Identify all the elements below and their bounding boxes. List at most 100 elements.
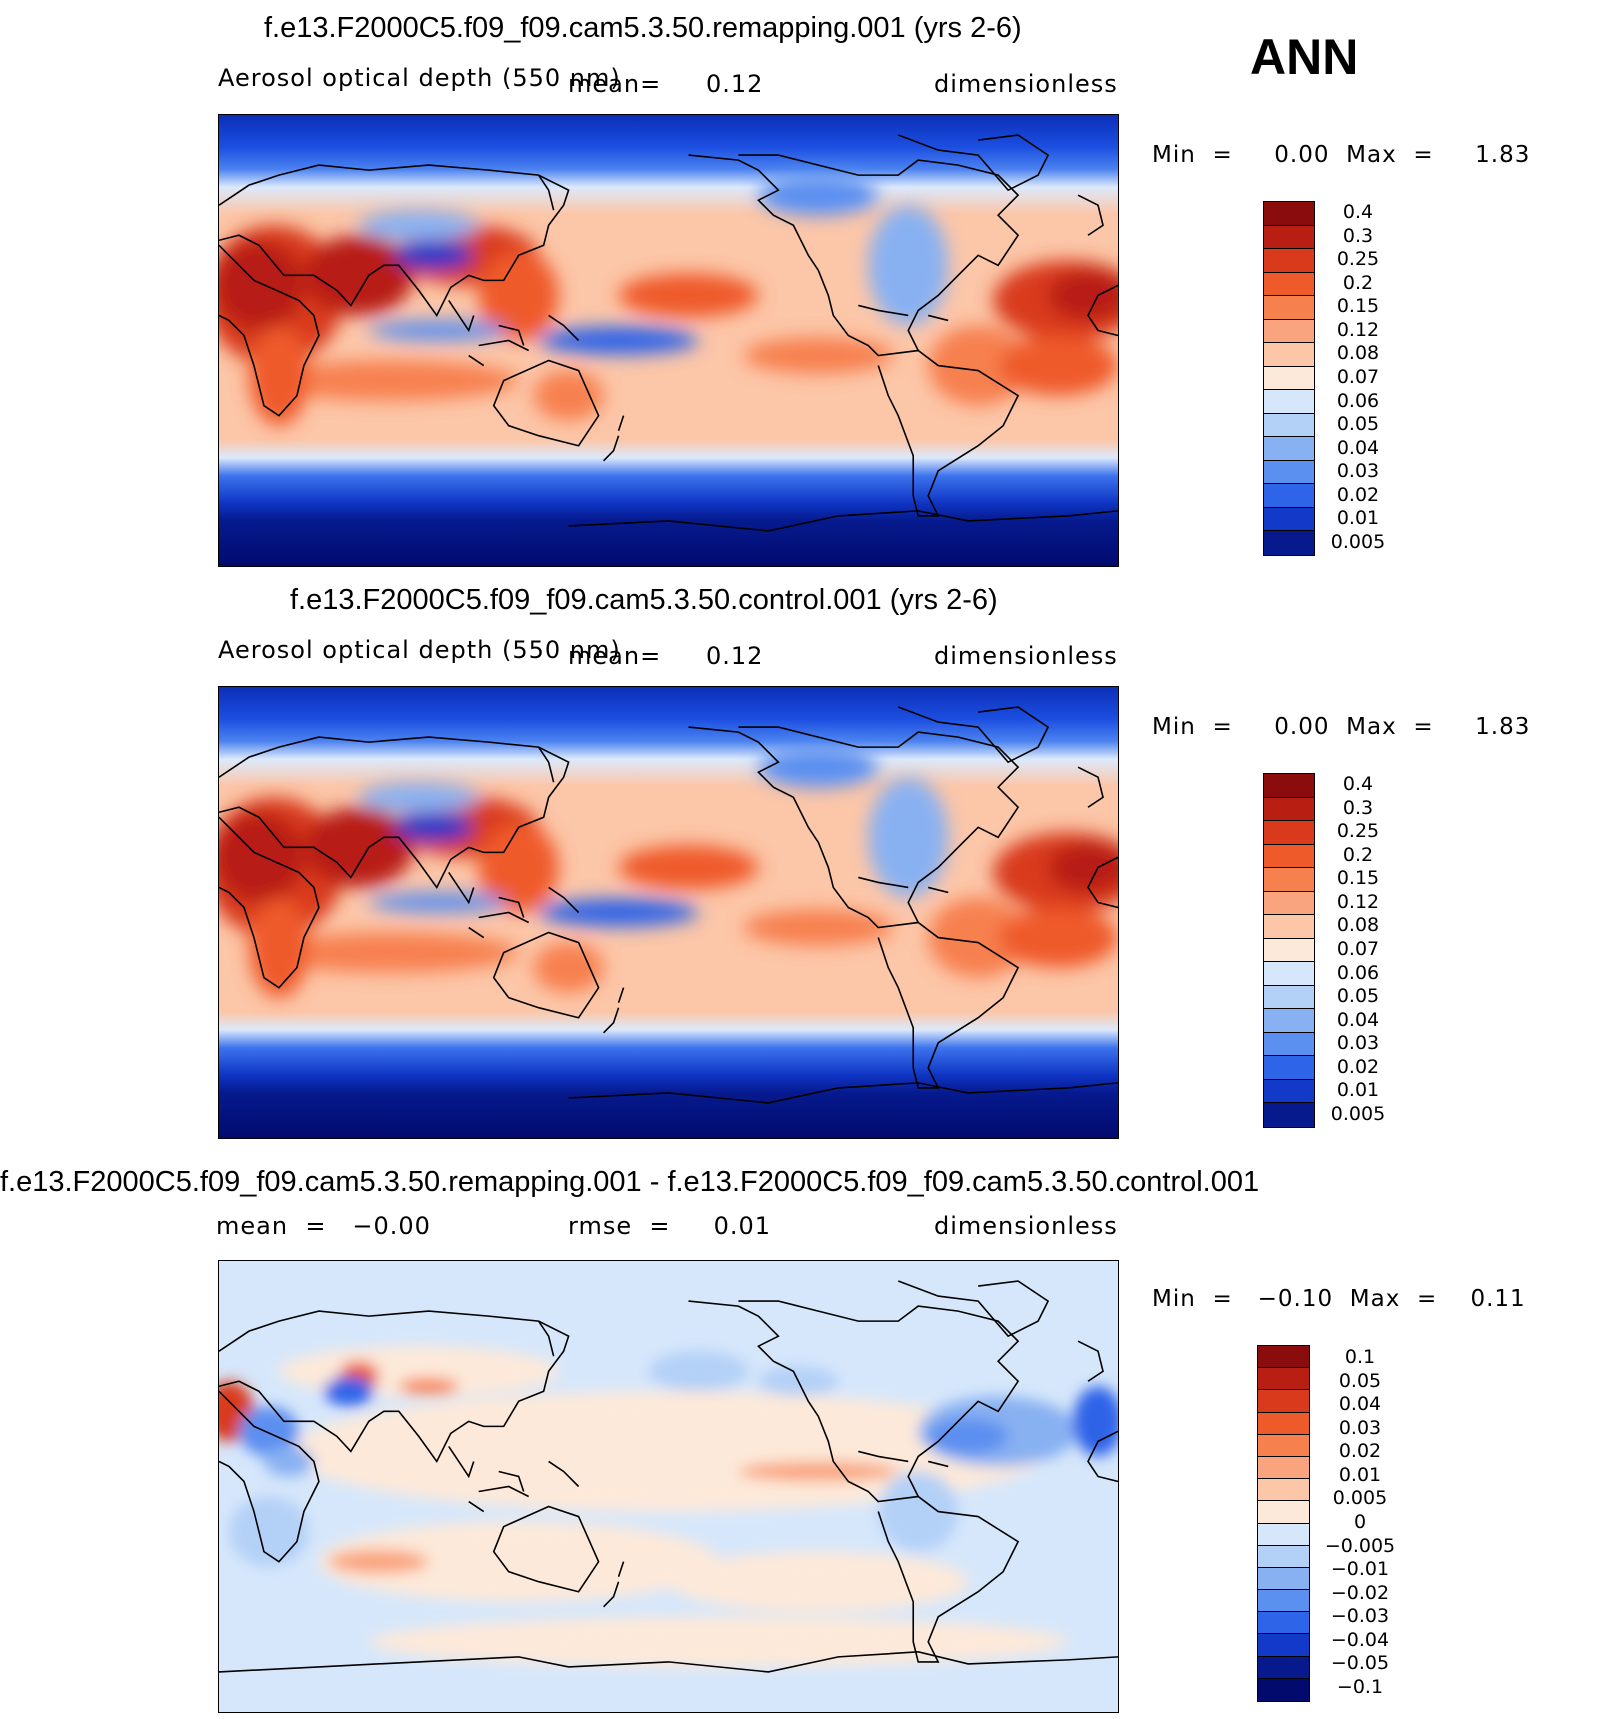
colorbar-tick-label: 0.08 [1336,914,1380,937]
colorbar-segment [1264,249,1314,273]
colorbar-segment [1264,413,1314,438]
panel-1-colorbar [1263,201,1315,556]
colorbar-tick-label: 0.02 [1336,483,1380,506]
panel-2-mean-label: mean= [568,642,662,670]
colorbar-tick-label: 0.06 [1336,961,1380,984]
colorbar-tick-label: 0.005 [1330,1103,1386,1125]
colorbar-segment [1264,985,1314,1010]
colorbar-tick-label: 0.03 [1336,460,1380,483]
colorbar-segment [1264,319,1314,344]
colorbar-tick-label: 0.01 [1338,1463,1382,1486]
colorbar-tick-label: −0.05 [1330,1652,1390,1675]
colorbar-segment [1264,962,1314,986]
colorbar-segment [1258,1612,1309,1635]
panel-3-colorbar-labels: 0.1 0.05 0.04 0.03 0.02 0.01 0.005 0 −0.005 −0.01… [1312,1346,1408,1698]
colorbar-tick-label: −0.1 [1336,1676,1384,1698]
colorbar-segment [1264,1056,1314,1080]
colorbar-segment [1264,202,1314,226]
colorbar-segment [1258,1368,1309,1391]
panel-3-units: dimensionless [934,1212,1118,1240]
colorbar-tick-label: 0.2 [1342,271,1374,294]
colorbar-tick-label: −0.005 [1324,1534,1396,1557]
panel-2-mean-value: 0.12 [706,642,764,670]
colorbar-segment [1258,1678,1309,1701]
colorbar-segment [1264,390,1314,414]
colorbar-tick-label: 0.25 [1336,248,1380,271]
colorbar-segment [1264,1103,1314,1127]
colorbar-segment [1264,507,1314,532]
panel-1-units: dimensionless [934,70,1118,98]
panel-1-mean-label: mean= [568,70,662,98]
panel-3-title: f.e13.F2000C5.f09_f09.cam5.3.50.remappin… [0,1166,1260,1198]
colorbar-segment [1264,915,1314,939]
season-label: ANN [1250,29,1359,85]
colorbar-tick-label: 0.04 [1336,1008,1380,1031]
colorbar-tick-label: 0.07 [1336,366,1380,388]
colorbar-segment [1258,1634,1309,1657]
panel-1-mean-value: 0.12 [706,70,764,98]
colorbar-tick-label: 0.15 [1336,295,1380,318]
colorbar-segment [1258,1545,1309,1568]
colorbar-segment [1264,343,1314,367]
colorbar-tick-label: 0.07 [1336,938,1380,960]
colorbar-tick-label: 0.02 [1338,1440,1382,1463]
colorbar-segment [1258,1567,1309,1591]
colorbar-segment [1264,891,1314,916]
colorbar-tick-label: 0.3 [1342,796,1374,819]
colorbar-segment [1264,272,1314,297]
colorbar-segment [1264,437,1314,461]
colorbar-tick-label: −0.01 [1330,1558,1390,1581]
panel-1-variable: Aerosol optical depth (550 nm) [218,64,621,92]
colorbar-tick-label: 0.12 [1336,890,1380,913]
colorbar-tick-label: 0.15 [1336,867,1380,890]
colorbar-tick-label: 0.4 [1342,201,1374,223]
colorbar-tick-label: 0.12 [1336,318,1380,341]
colorbar-tick-label: 0.03 [1338,1416,1382,1439]
colorbar-segment [1264,366,1314,391]
panel-1-map [218,114,1119,567]
colorbar-tick-label: 0.05 [1336,413,1380,436]
colorbar-segment [1258,1456,1309,1480]
panel-1-colorbar-labels: 0.4 0.3 0.25 0.2 0.15 0.12 0.08 0.07 0.06 0.05 0.0… [1318,201,1398,553]
colorbar-tick-label: 0.08 [1336,342,1380,365]
colorbar-segment [1264,1032,1314,1057]
colorbar-tick-label: 0.04 [1336,436,1380,459]
colorbar-segment [1264,1009,1314,1033]
panel-2-title: f.e13.F2000C5.f09_f09.cam5.3.50.control.… [290,584,998,616]
colorbar-segment [1264,844,1314,869]
colorbar-tick-label: −0.03 [1330,1605,1390,1628]
colorbar-segment [1264,797,1314,822]
panel-2-map [218,686,1119,1139]
colorbar-tick-label: 0.1 [1344,1346,1376,1368]
colorbar-tick-label: 0.01 [1336,507,1380,530]
panel-2-colorbar-labels: 0.4 0.3 0.25 0.2 0.15 0.12 0.08 0.07 0.06 0.05 0.0… [1318,773,1398,1125]
colorbar-segment [1258,1501,1309,1524]
colorbar-segment [1258,1434,1309,1457]
panel-1-min-max: Min = 0.00 Max = 1.83 [1152,142,1531,168]
colorbar-segment [1264,460,1314,485]
colorbar-tick-label: 0.005 [1332,1487,1388,1510]
colorbar-segment [1258,1523,1309,1546]
panel-3-map-svg [219,1261,1118,1712]
colorbar-segment [1264,296,1314,320]
colorbar-segment [1264,821,1314,845]
colorbar-segment [1258,1590,1309,1613]
colorbar-segment [1258,1346,1309,1369]
colorbar-tick-label: 0.04 [1338,1393,1382,1416]
colorbar-segment [1258,1479,1309,1502]
colorbar-tick-label: 0.25 [1336,820,1380,843]
colorbar-tick-label: 0.06 [1336,389,1380,412]
panel-2-colorbar [1263,773,1315,1128]
panel-3-min-max: Min = −0.10 Max = 0.11 [1152,1286,1526,1312]
colorbar-tick-label: −0.04 [1330,1628,1390,1651]
colorbar-segment [1264,868,1314,892]
panel-2-units: dimensionless [934,642,1118,670]
colorbar-tick-label: 0 [1353,1511,1367,1533]
colorbar-tick-label: −0.02 [1330,1581,1390,1604]
colorbar-tick-label: 0.3 [1342,224,1374,247]
colorbar-tick-label: 0.2 [1342,843,1374,866]
panel-1-title: f.e13.F2000C5.f09_f09.cam5.3.50.remappin… [264,12,1022,44]
colorbar-segment [1258,1412,1309,1435]
panel-2-map-svg [219,687,1118,1138]
colorbar-segment [1258,1390,1309,1413]
